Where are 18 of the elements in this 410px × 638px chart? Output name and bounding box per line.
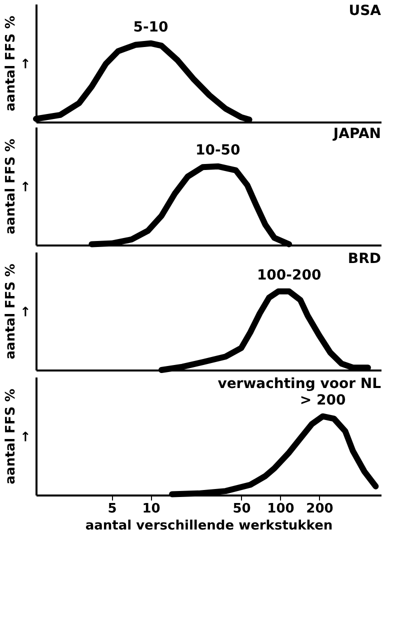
x-tick-label: 200 — [306, 502, 334, 516]
chart-title: USA — [348, 3, 382, 19]
chart-title: JAPAN — [332, 126, 381, 142]
x-tick-label: 10 — [142, 502, 160, 516]
y-axis-title: aantal FFS % → — [4, 138, 34, 234]
x-tick-label: 50 — [232, 502, 251, 516]
x-tick-label: 100 — [267, 502, 294, 516]
annotation: 10-50 — [195, 142, 241, 158]
annotation: 100-200 — [256, 267, 322, 284]
annotation: 5-10 — [133, 19, 169, 36]
y-axis-title: aantal FFS % → — [4, 16, 34, 112]
x-axis-title: aantal verschillende werkstukken — [85, 518, 333, 534]
y-axis-title: aantal FFS % → — [4, 264, 34, 360]
x-tick-label: 5 — [108, 502, 117, 516]
y-axis-title: aantal FFS % → — [4, 388, 34, 484]
chart-title: verwachting voor NL — [218, 376, 382, 392]
annotation: > 200 — [300, 392, 346, 408]
chart-title: BRD — [348, 251, 381, 267]
